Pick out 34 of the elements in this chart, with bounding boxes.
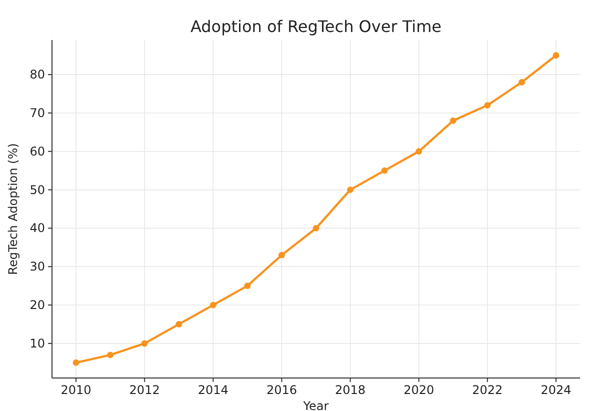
- x-axis-title: Year: [302, 399, 329, 411]
- point: [552, 52, 560, 59]
- x-tick-label: 2018: [335, 383, 366, 397]
- point: [347, 186, 354, 193]
- point: [518, 79, 525, 86]
- chart-title: Adoption of RegTech Over Time: [190, 17, 442, 36]
- y-tick-label: 50: [30, 182, 45, 197]
- point: [450, 117, 456, 124]
- x-tick-label: 2022: [472, 383, 503, 397]
- point: [381, 167, 388, 174]
- x-tick-label: 2012: [129, 383, 160, 397]
- point: [176, 321, 182, 328]
- y-tick-label: 60: [30, 144, 45, 158]
- point: [484, 102, 491, 108]
- point: [312, 225, 320, 232]
- point: [244, 282, 251, 290]
- y-tick-label: 40: [30, 221, 45, 236]
- y-tick-label: 70: [30, 106, 45, 120]
- point: [416, 148, 422, 155]
- x-tick-label: 2010: [60, 383, 92, 397]
- point: [278, 252, 285, 258]
- y-axis-title: RegTech Adoption (%): [6, 143, 20, 275]
- y-tick-label: 20: [30, 298, 45, 312]
- y-tick-label: 80: [30, 68, 45, 82]
- point: [210, 302, 216, 308]
- x-tick-label: 2020: [404, 383, 434, 397]
- y-tick-label: 30: [30, 260, 45, 274]
- point: [72, 359, 80, 366]
- y-tick-label: 10: [30, 336, 45, 350]
- x-tick-label: 2024: [540, 383, 572, 397]
- point: [141, 340, 148, 347]
- point: [107, 352, 114, 358]
- x-tick-label: 2016: [266, 383, 297, 397]
- x-tick-label: 2014: [198, 383, 228, 397]
